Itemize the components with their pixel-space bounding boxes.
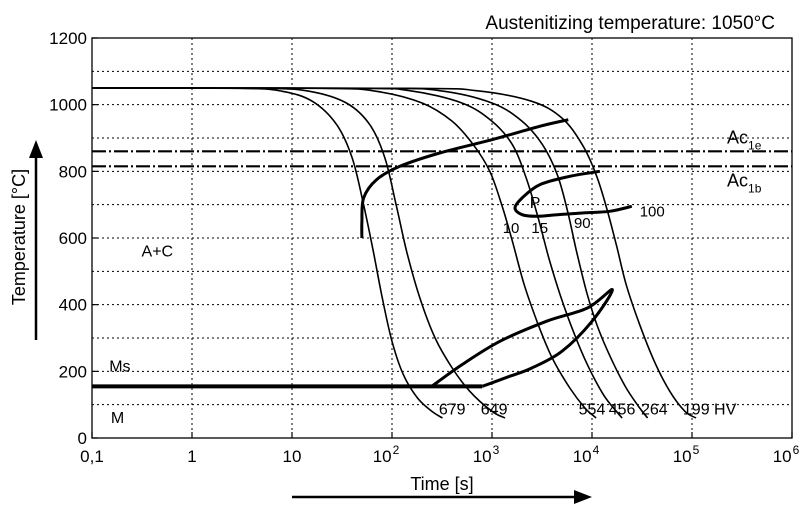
- annotation-label: 456: [609, 402, 636, 419]
- y-axis-arrow: [29, 140, 43, 340]
- x-tick-exponent: 6: [793, 443, 800, 457]
- annotation-label: 264: [641, 402, 668, 419]
- cooling-curve-199-hv: [91, 87, 697, 419]
- annotation-label: 554: [579, 402, 606, 419]
- boundary-p-region-outline: [513, 169, 633, 218]
- boundary-a-to-c-start: [360, 118, 569, 239]
- y-tick-label: 600: [59, 229, 87, 248]
- annotation-label: 90: [574, 215, 591, 232]
- annotation-label: 15: [531, 220, 548, 237]
- x-tick-label: 105: [673, 443, 700, 466]
- x-tick-label: 106: [773, 443, 800, 466]
- x-tick-exponent: 3: [493, 443, 500, 457]
- axis-ticks: 0,1 1 10 102 103 104 105 1060200400600800100012…: [49, 29, 799, 466]
- x-tick-exponent: 2: [393, 443, 400, 457]
- ref-label-ac1e: Ac1e: [727, 127, 762, 152]
- x-axis-label: Time [s]: [410, 474, 473, 494]
- x-tick-label: 0,1: [80, 447, 104, 466]
- cooling-curve-264: [91, 87, 649, 419]
- annotation-label: Ms: [109, 358, 130, 375]
- annotation-label: 679: [439, 402, 466, 419]
- x-axis-arrow: [292, 490, 592, 504]
- x-tick-label: 1: [187, 447, 196, 466]
- cooling-curve-554: [91, 87, 597, 419]
- annotation-label: A+C: [142, 243, 174, 260]
- y-tick-label: 800: [59, 162, 87, 181]
- x-tick-label: 102: [373, 443, 400, 466]
- ref-label-subscript: 1b: [748, 181, 762, 195]
- y-tick-label: 0: [78, 429, 87, 448]
- x-tick-label: 103: [473, 443, 500, 466]
- x-tick-exponent: 4: [593, 443, 600, 457]
- annotation-label: 649: [481, 402, 508, 419]
- cooling-curve-679: [91, 87, 443, 419]
- boundary-bainite-region-outline: [430, 288, 614, 388]
- y-tick-label: 400: [59, 296, 87, 315]
- annotation-label: P: [530, 195, 541, 212]
- annotation-label: 199 HV: [683, 402, 737, 419]
- grid: [92, 38, 792, 438]
- y-tick-label: 1200: [49, 29, 87, 48]
- x-tick-label: 10: [283, 447, 302, 466]
- annotation-label: 100: [640, 203, 665, 220]
- transformation-boundaries: [360, 118, 633, 388]
- ref-label-subscript: 1e: [748, 138, 762, 152]
- chart-title: Austenitizing temperature: 1050°C: [485, 13, 775, 34]
- ref-label-ac1b: Ac1b: [727, 170, 762, 195]
- y-tick-label: 200: [59, 362, 87, 381]
- annotation-label: 10: [503, 220, 520, 237]
- annotation-label: M: [111, 410, 124, 427]
- x-tick-label: 104: [573, 443, 600, 466]
- annotations: A+C P Ms M 679 649 554 456 264 199 HV 10 15 90 100: [109, 195, 736, 427]
- x-tick-exponent: 5: [693, 443, 700, 457]
- y-axis-label: Temperature [°C]: [9, 169, 29, 305]
- y-tick-label: 1000: [49, 96, 87, 115]
